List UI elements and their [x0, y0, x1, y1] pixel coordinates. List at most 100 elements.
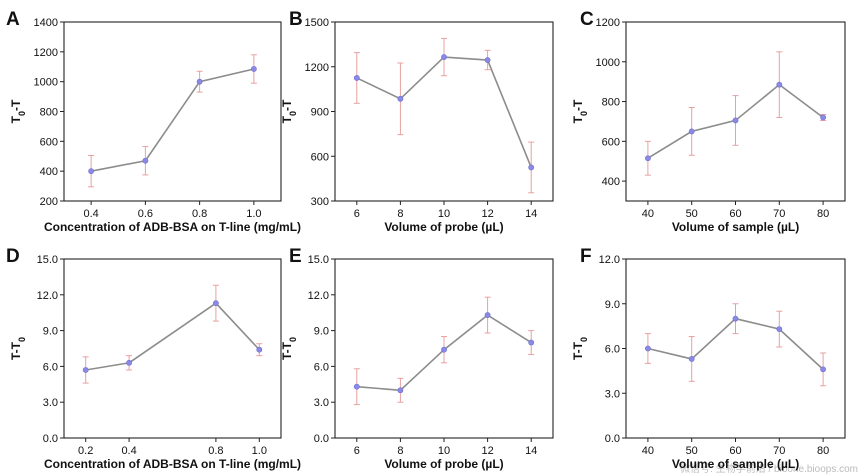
- data-point: [688, 128, 695, 135]
- y-axis-label-part: T-T: [9, 341, 23, 360]
- y-axis-label-subscript: 0: [17, 337, 27, 342]
- data-point: [484, 312, 491, 318]
- y-axis-label: T-T0: [571, 337, 589, 360]
- y-tick-label: 1200: [596, 17, 620, 29]
- y-axis-label-subscript: 0: [579, 111, 589, 116]
- data-point: [82, 367, 89, 373]
- x-tick-label: 40: [642, 208, 654, 220]
- y-tick-label: 900: [311, 107, 329, 119]
- x-tick-label: 70: [773, 208, 785, 220]
- y-axis-label: T0-T: [280, 99, 298, 123]
- y-axis-label-subscript: 0: [17, 111, 27, 116]
- x-tick-label: 6: [354, 208, 360, 220]
- chart-panel-c: C 400 600 800 1000 1200 40 50 60 70 80 Volume of sa…: [571, 9, 846, 234]
- panel-label: B: [289, 9, 303, 30]
- x-tick-label: 12: [481, 208, 493, 220]
- x-tick-label: 10: [438, 445, 450, 457]
- data-point: [397, 387, 404, 394]
- y-tick-label: 600: [311, 151, 329, 163]
- y-tick-label: 1000: [596, 57, 620, 69]
- data-point: [353, 75, 360, 81]
- y-axis-label: T0-T: [9, 99, 27, 123]
- y-tick-label: 9.0: [314, 326, 329, 338]
- chart-panel-f: F 0.0 3.0 6.0 9.0 12.0 40 50 60 70 80 Volume of sam…: [571, 246, 846, 471]
- x-tick-label: 14: [525, 208, 537, 220]
- x-tick-label: 12: [481, 445, 493, 457]
- x-tick-label: 6: [354, 445, 360, 457]
- data-point: [126, 359, 133, 366]
- y-tick-label: 3.0: [314, 397, 329, 409]
- y-tick-label: 200: [40, 196, 58, 208]
- data-point: [212, 300, 219, 307]
- y-axis-label-part: -T: [280, 99, 294, 111]
- data-point: [688, 356, 695, 362]
- data-point: [528, 339, 535, 346]
- y-axis-label: T-T0: [9, 337, 27, 360]
- y-axis-label-part: -T: [571, 99, 585, 111]
- data-point: [441, 54, 447, 60]
- watermark-text: 微信号: 生物学前沿 / bioone.bioops.com: [680, 462, 858, 475]
- y-tick-label: 1200: [34, 47, 58, 59]
- x-tick-label: 0.8: [208, 445, 223, 457]
- y-tick-label: 0.0: [43, 433, 58, 445]
- data-point: [142, 157, 149, 164]
- x-tick-label: 0.4: [83, 208, 98, 220]
- series-line: [85, 302, 260, 371]
- x-axis-label: Concentration of ADB-BSA on T-line (mg/m…: [44, 220, 301, 234]
- y-axis-label: T-T0: [280, 337, 298, 360]
- x-tick-label: 0.8: [192, 208, 207, 220]
- y-axis-label: T0-T: [571, 99, 589, 123]
- y-tick-label: 12.0: [599, 254, 620, 266]
- data-point: [732, 315, 739, 322]
- data-point: [353, 383, 360, 390]
- y-tick-label: 800: [40, 107, 58, 119]
- x-tick-label: 14: [525, 445, 537, 457]
- x-tick-label: 80: [817, 445, 829, 457]
- data-point: [88, 168, 95, 175]
- y-axis-label-part: T: [9, 115, 23, 123]
- y-tick-label: 300: [311, 196, 329, 208]
- y-axis-label-part: T-T: [280, 341, 294, 360]
- y-tick-label: 9.0: [605, 299, 620, 311]
- panel-label: A: [6, 9, 20, 30]
- x-axis-label: Volume of probe (µL): [384, 220, 503, 234]
- panel-label: C: [580, 9, 594, 30]
- x-tick-label: 70: [773, 445, 785, 457]
- data-point: [256, 346, 263, 353]
- x-tick-label: 60: [729, 445, 741, 457]
- x-tick-label: 50: [686, 208, 698, 220]
- y-tick-label: 800: [602, 97, 620, 109]
- chart-panel-d: D 0.0 3.0 6.0 9.0 12.0 15.0 0.2 0.4 0.8 1.0Concent…: [6, 246, 301, 471]
- y-axis-label-part: T: [280, 115, 294, 123]
- data-point: [820, 114, 826, 121]
- y-tick-label: 6.0: [605, 344, 620, 356]
- data-point: [645, 345, 651, 352]
- panel-label: F: [580, 246, 592, 267]
- x-tick-label: 0.6: [138, 208, 153, 220]
- data-point: [820, 366, 826, 373]
- plot-frame: [63, 21, 282, 202]
- plot-frame: [625, 258, 846, 439]
- chart-panel-a: A 200 400 600 800 1000 1200 1400 0.4 0.6 0.8 1.0Con…: [6, 9, 301, 234]
- x-axis-label: Volume of sample (µL): [672, 220, 799, 234]
- x-tick-label: 60: [729, 208, 741, 220]
- data-point: [441, 346, 447, 353]
- y-tick-label: 400: [602, 176, 620, 188]
- x-tick-label: 0.2: [78, 445, 93, 457]
- x-tick-label: 50: [686, 445, 698, 457]
- x-axis-label: Volume of probe (µL): [384, 457, 503, 471]
- x-axis-label: Volume of sample (µL): [672, 457, 799, 471]
- data-point: [397, 95, 404, 102]
- y-tick-label: 400: [40, 166, 58, 178]
- y-tick-label: 600: [40, 136, 58, 148]
- y-tick-label: 1200: [305, 62, 329, 74]
- panel-label: E: [289, 246, 302, 267]
- y-tick-label: 600: [602, 136, 620, 148]
- y-tick-label: 0.0: [314, 433, 329, 445]
- y-tick-label: 1000: [34, 77, 58, 89]
- y-tick-label: 9.0: [43, 326, 58, 338]
- y-tick-label: 1400: [34, 17, 58, 29]
- y-tick-label: 3.0: [43, 397, 58, 409]
- chart-panel-b: B 300 600 900 1200 1500 6 8 10 12 14 Volume of prob…: [280, 9, 554, 234]
